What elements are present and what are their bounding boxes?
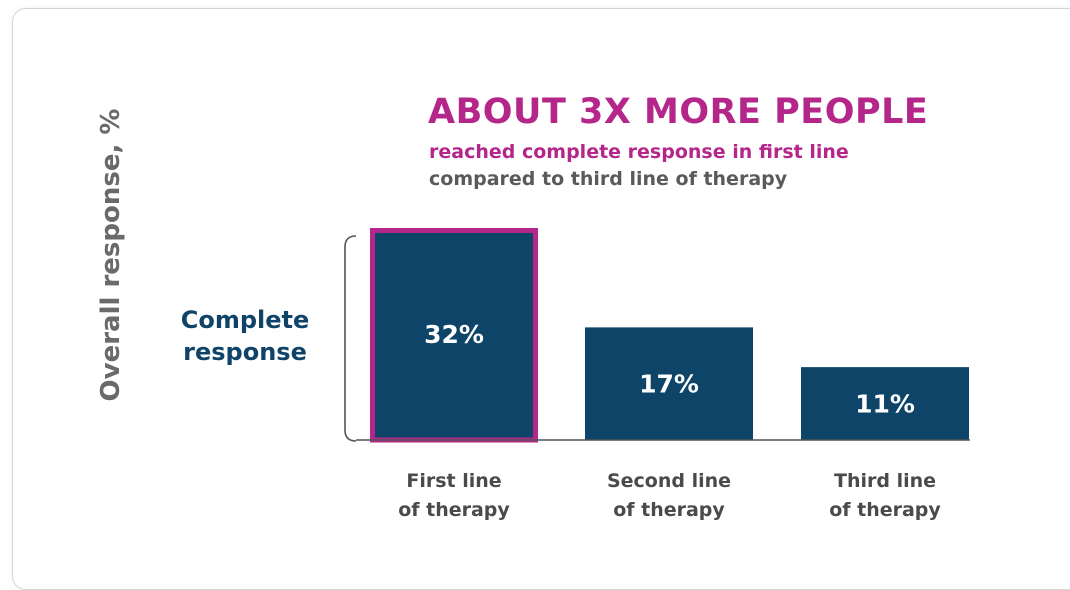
chart-headline: ABOUT 3X MORE PEOPLE xyxy=(428,92,929,132)
category-label-3-line-1: Third line xyxy=(834,470,936,492)
bar-chart: 32% First line of therapy 17% Second line of … xyxy=(344,228,970,521)
bracket xyxy=(344,235,357,442)
chart-subheadline: compared to third line of therapy xyxy=(429,168,788,190)
bracket-label: Complete response xyxy=(180,306,310,366)
chart-subheadline-highlight: reached complete response in first line xyxy=(429,141,849,163)
bar-value-label-2: 17% xyxy=(639,370,699,399)
bar-value-label-1: 32% xyxy=(424,320,484,349)
category-label-2-line-2: of therapy xyxy=(613,499,725,521)
bar-2 xyxy=(585,327,753,440)
bar-3 xyxy=(801,367,969,440)
bar-1 xyxy=(370,228,538,443)
chart-card xyxy=(12,8,1070,590)
category-label-1-line-1: First line xyxy=(406,470,501,492)
category-label-2-line-1: Second line xyxy=(607,470,731,492)
bar-value-label-3: 11% xyxy=(855,390,915,419)
category-label-1-line-2: of therapy xyxy=(398,499,510,521)
category-label-3-line-2: of therapy xyxy=(829,499,941,521)
